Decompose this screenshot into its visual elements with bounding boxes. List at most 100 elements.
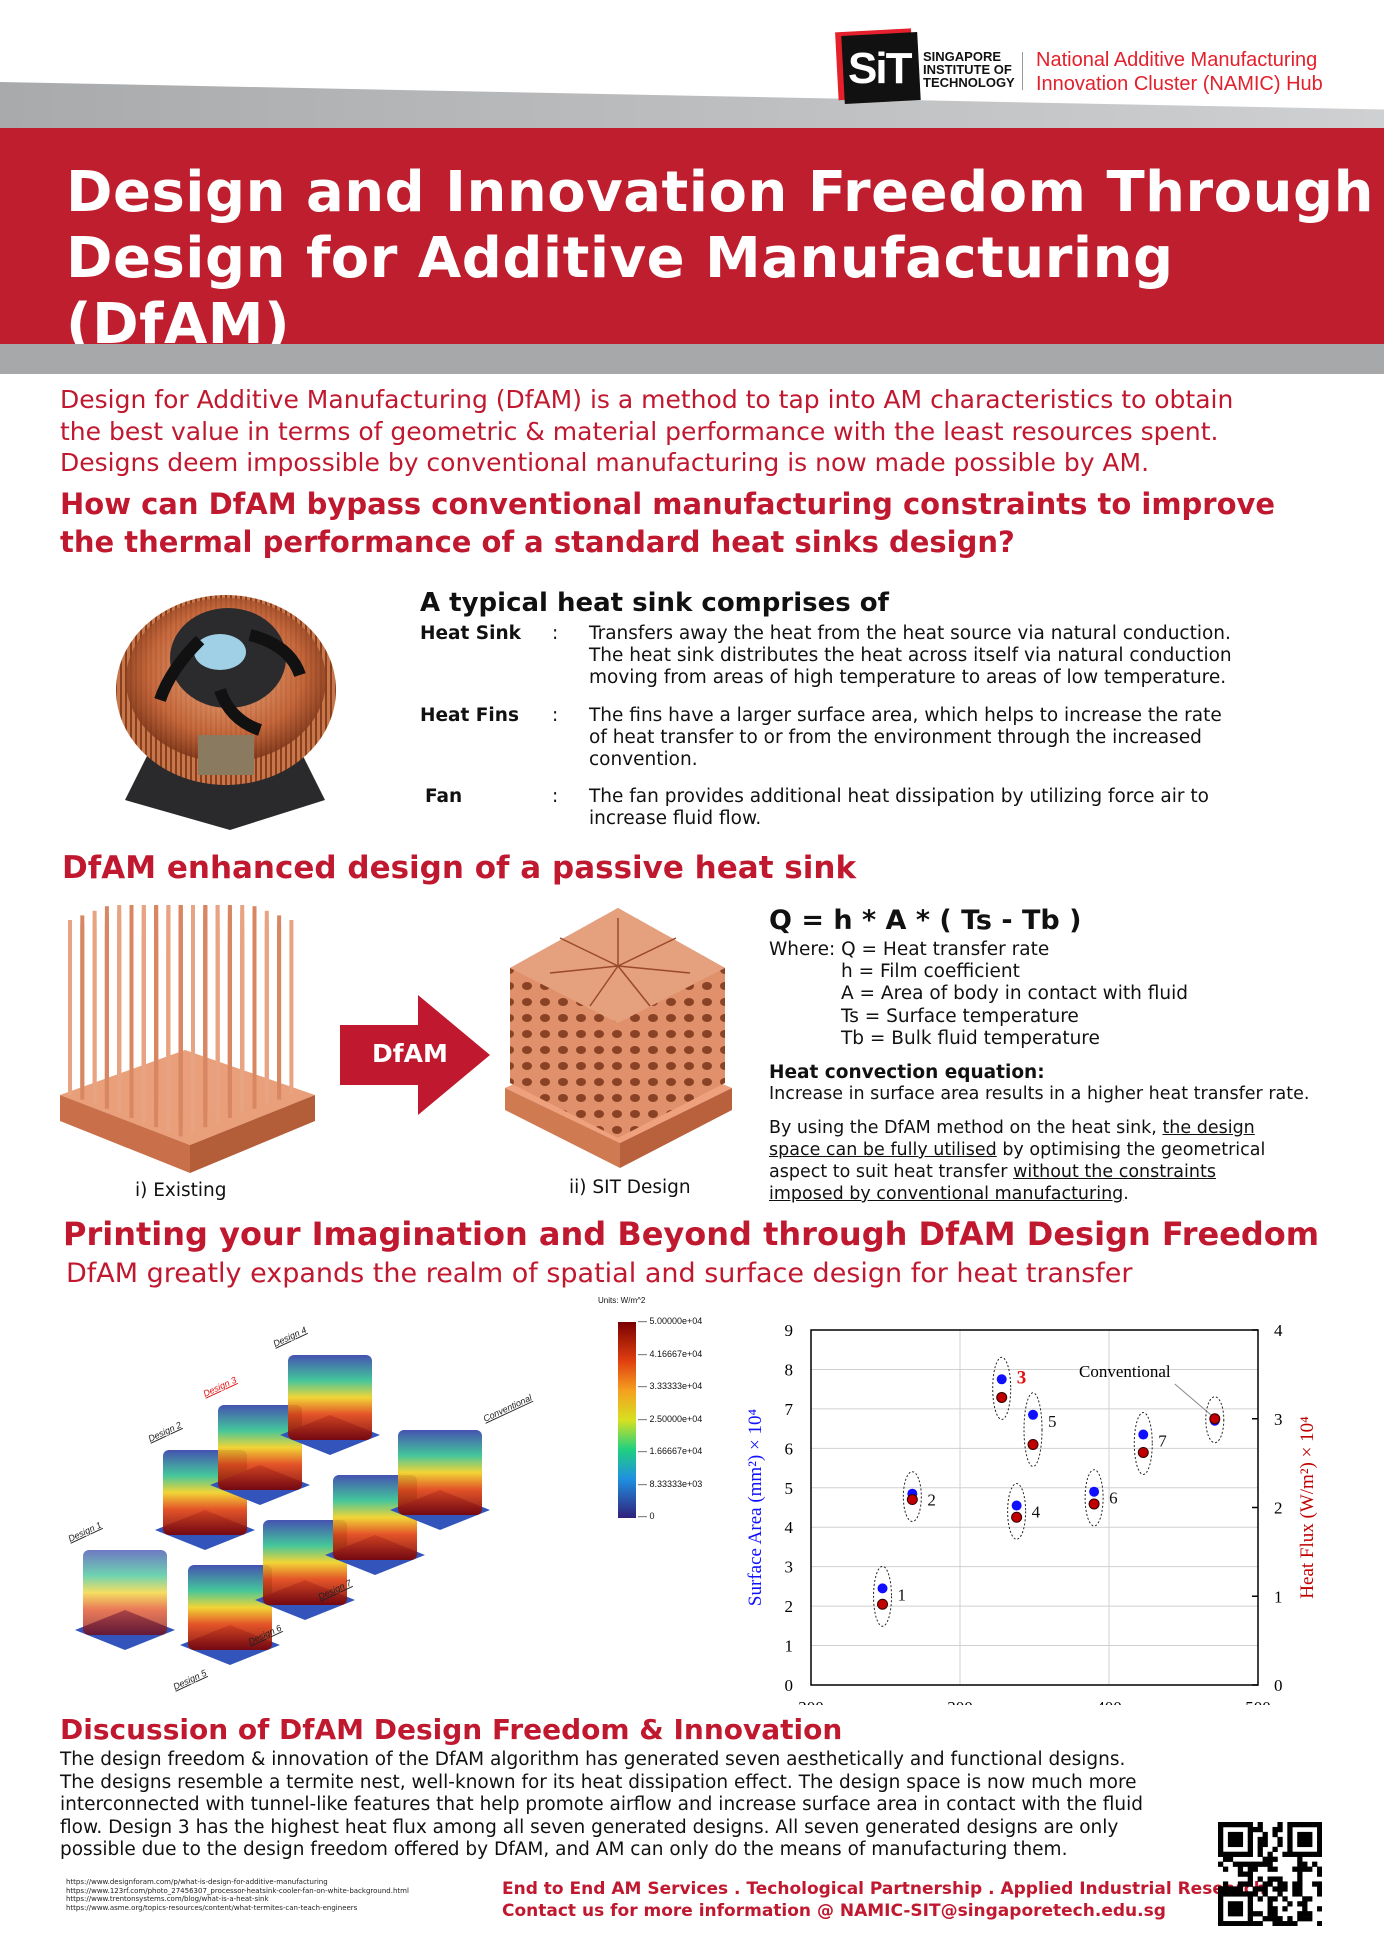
qr-module [1262,1916,1268,1922]
qr-module [1317,1881,1322,1887]
para-text: By using the DfAM method on the heat sin… [769,1118,1163,1138]
reference-link[interactable]: https://www.asme.org/topics-resources/co… [66,1903,358,1912]
qr-module [1312,1851,1318,1857]
design-body [333,1475,417,1560]
qr-module [1232,1886,1239,1892]
para-text: aspect to suit heat transfer [769,1162,1014,1182]
reference-link[interactable]: https://www.trentonsystems.com/blog/what… [66,1895,269,1903]
discussion-line: flow. Design 3 has the highest heat flux… [60,1816,1119,1838]
caption-existing: i) Existing [135,1180,227,1201]
institute-name: SINGAPORE INSTITUTE OF TECHNOLOGY [923,50,1015,89]
qr-module [1297,1916,1303,1922]
qr-module [1267,1896,1273,1902]
component-label: Heat Fins [420,705,519,726]
surface-area-point [1028,1409,1039,1420]
qr-module [1218,1886,1224,1892]
qr-module [1297,1866,1303,1872]
qr-module [1297,1891,1303,1897]
qr-module [1222,1856,1229,1862]
heatsink-pin [80,915,85,1091]
point-label: 3 [1017,1367,1027,1388]
research-question: How can DfAM bypass conventional manufac… [60,485,1275,561]
qr-module [1282,1886,1288,1892]
qr-module [1272,1916,1278,1922]
qr-module [1282,1896,1288,1902]
qr-module [1218,1841,1224,1848]
qr-module [1252,1891,1258,1897]
qr-module [1257,1826,1263,1833]
contact-email[interactable]: Contact us for more information @ NAMIC-… [502,1901,1166,1921]
dfam-arrow-icon [340,995,490,1115]
qr-module [1282,1906,1288,1912]
qr-module [1242,1921,1249,1926]
design-label: Conventional [482,1392,535,1424]
qr-module [1277,1841,1283,1848]
qr-module [1272,1896,1278,1902]
point-label: 1 [898,1585,907,1604]
qr-module [1312,1861,1318,1867]
point-label: 2 [927,1491,936,1510]
qr-module [1218,1896,1224,1902]
qr-module [1222,1851,1229,1857]
qr-module [1247,1822,1253,1828]
qr-module [1297,1871,1303,1877]
qr-module [1277,1891,1283,1897]
qr-module [1257,1836,1263,1843]
qr-module [1272,1846,1278,1853]
heatsink-pin [289,920,294,1095]
qr-module [1282,1881,1288,1887]
surface-area-point [1089,1486,1100,1497]
qr-module [1222,1886,1229,1892]
qr-module [1317,1841,1322,1848]
qr-module [1272,1906,1278,1912]
qr-module [1267,1876,1273,1882]
qr-module [1287,1851,1293,1857]
qr-module [1267,1866,1273,1872]
qr-module [1232,1901,1239,1907]
qr-module [1317,1846,1322,1853]
design-body [218,1405,302,1490]
qr-module [1277,1826,1283,1833]
qr-module [1257,1851,1263,1857]
qr-module [1247,1916,1253,1922]
discussion-heading: Discussion of DfAM Design Freedom & Inno… [60,1713,843,1746]
qr-module [1257,1886,1263,1892]
qr-module [1242,1851,1249,1857]
reference-link[interactable]: https://www.designforam.com/p/what-is-de… [66,1878,328,1886]
qr-module [1247,1906,1253,1912]
question-line: How can DfAM bypass conventional manufac… [60,487,1276,521]
component-desc: The fins have a larger surface area, whi… [589,705,1309,771]
y-left-tick-label: 0 [785,1676,794,1695]
qr-module [1272,1921,1278,1926]
qr-module [1267,1851,1273,1857]
qr-module [1237,1841,1244,1848]
qr-module [1302,1901,1308,1907]
qr-module [1292,1881,1298,1887]
institute-line: SINGAPORE [923,49,1002,64]
y-left-tick-label: 5 [785,1479,794,1498]
intro-text: Design for Additive Manufacturing (DfAM)… [60,384,1233,479]
heatsink-pin [129,905,134,1072]
discussion-line: The designs resemble a termite nest, wel… [60,1771,1137,1793]
heatsink-pin [117,905,122,1077]
para-text: by optimising the geometrical [996,1140,1266,1160]
y-left-tick-label: 2 [785,1597,794,1616]
desc-line: moving from areas of high temperature to… [589,667,1227,688]
poster-title: Design and Innovation Freedom Through De… [66,160,1384,358]
reference-link[interactable]: https://www.123rf.com/photo_27456307_pro… [66,1886,409,1895]
qr-module [1307,1911,1313,1917]
heat-flux-point [1209,1413,1221,1425]
qr-module [1232,1906,1239,1912]
para-underline: without the constraints [1013,1162,1216,1182]
qr-module [1227,1851,1234,1857]
qr-code[interactable] [1218,1822,1322,1926]
x-tick-label: 300 [947,1698,973,1705]
heatsink-pin [68,920,72,1095]
qr-module [1252,1861,1258,1867]
qr-module [1237,1921,1244,1926]
plot-frame [810,1329,1259,1686]
intro-line: Designs deem impossible by conventional … [60,448,1150,477]
qr-module [1292,1891,1298,1897]
desc-line: The fan provides additional heat dissipa… [589,786,1209,807]
qr-module [1237,1891,1244,1897]
